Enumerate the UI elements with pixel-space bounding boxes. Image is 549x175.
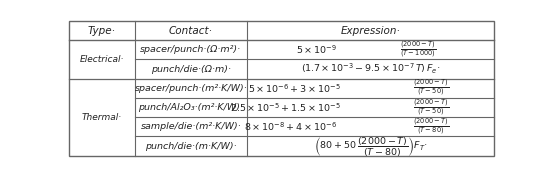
Text: spacer/punch·(m²·K/W)·: spacer/punch·(m²·K/W)· (135, 84, 247, 93)
Text: Contact·: Contact· (169, 26, 213, 36)
Text: $8 \times 10^{-8} + 4 \times 10^{-6}$: $8 \times 10^{-8} + 4 \times 10^{-6}$ (244, 121, 337, 133)
Text: $\frac{(2000-T)}{(T-50)}$: $\frac{(2000-T)}{(T-50)}$ (413, 98, 450, 118)
Text: Type·: Type· (88, 26, 115, 36)
Text: $\frac{(2000-T)}{(T-50)}$: $\frac{(2000-T)}{(T-50)}$ (413, 78, 450, 98)
Text: $5 \times 10^{-6} + 3 \times 10^{-5}$: $5 \times 10^{-6} + 3 \times 10^{-5}$ (248, 82, 341, 95)
Text: punch/die·(Ω·m)·: punch/die·(Ω·m)· (151, 65, 231, 74)
Text: $\left(80 + 50\,\dfrac{(2000-T)}{(T-80)}\right)F_T$·: $\left(80 + 50\,\dfrac{(2000-T)}{(T-80)}… (314, 135, 428, 158)
Bar (69, 21, 494, 40)
Text: spacer/punch·(Ω·m²)·: spacer/punch·(Ω·m²)· (141, 45, 242, 54)
Text: $2.5 \times 10^{-5} + 1.5 \times 10^{-5}$: $2.5 \times 10^{-5} + 1.5 \times 10^{-5}… (230, 101, 341, 114)
Text: punch/die·(m·K/W)·: punch/die·(m·K/W)· (145, 142, 237, 151)
Text: $\frac{(2000-T)}{(T-1000)}$: $\frac{(2000-T)}{(T-1000)}$ (401, 40, 437, 60)
Text: punch/Al₂O₃·(m²·K/W)·: punch/Al₂O₃·(m²·K/W)· (138, 103, 243, 112)
Text: $5 \times 10^{-9}$: $5 \times 10^{-9}$ (295, 44, 337, 56)
Text: Electrical·: Electrical· (80, 55, 124, 64)
Text: $\frac{(2000-T)}{(T-80)}$: $\frac{(2000-T)}{(T-80)}$ (413, 117, 450, 137)
Text: Thermal·: Thermal· (82, 113, 122, 122)
Text: Expression·: Expression· (341, 26, 401, 36)
Text: $(1.7 \times 10^{-3} - 9.5 \times 10^{-7}\,T)\,F_e$·: $(1.7 \times 10^{-3} - 9.5 \times 10^{-7… (301, 62, 440, 76)
Text: sample/die·(m²·K/W)·: sample/die·(m²·K/W)· (141, 122, 242, 131)
